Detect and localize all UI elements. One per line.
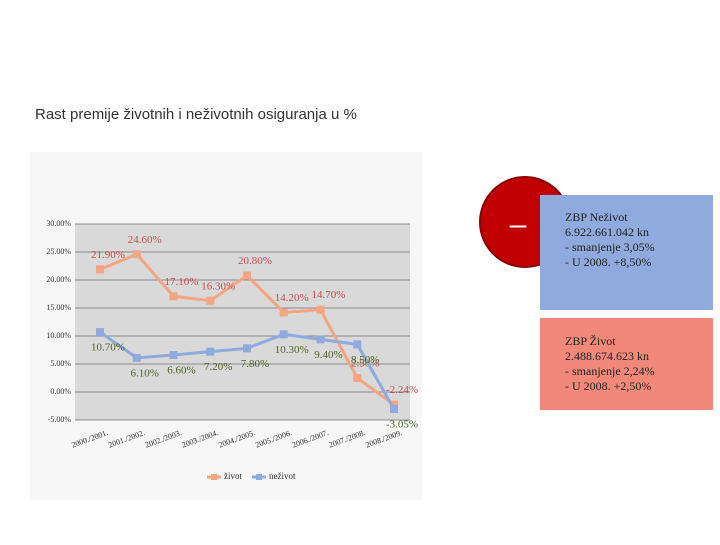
marker	[243, 271, 251, 280]
data-label: 17.10%	[165, 276, 199, 288]
data-label: 6.60%	[167, 365, 195, 377]
info-line: - smanjenje 2,24%	[565, 364, 655, 378]
y-tick-label: 25.00%	[46, 247, 71, 256]
y-tick-label: 5.00%	[50, 359, 71, 368]
marker	[132, 250, 141, 259]
info-line: - U 2008. +2,50%	[565, 379, 651, 393]
y-tick-label: 15.00%	[46, 303, 71, 312]
data-label: 2.50%	[351, 358, 379, 370]
info-line: - U 2008. +8,50%	[565, 255, 651, 269]
marker	[316, 305, 325, 314]
y-tick-label: 0.00%	[50, 387, 71, 396]
marker	[279, 308, 288, 317]
data-label: 14.20%	[275, 292, 309, 304]
marker	[353, 374, 362, 382]
data-label: 10.30%	[275, 344, 309, 356]
data-label: 6.10%	[131, 367, 159, 379]
y-tick-label: 20.00%	[46, 275, 71, 284]
info-line: 2.488.674.623 kn	[565, 349, 649, 363]
data-label: 16.30%	[201, 280, 235, 292]
marker	[206, 347, 215, 356]
y-tick-label: 30.00%	[46, 219, 71, 228]
info-line: ZBP Život	[565, 334, 616, 348]
info-line: 6.922.661.042 kn	[565, 225, 649, 239]
marker	[243, 344, 251, 353]
plot-area	[75, 224, 410, 420]
legend-marker	[256, 474, 262, 480]
info-box	[540, 195, 713, 310]
marker	[132, 353, 141, 362]
data-label: 7.80%	[241, 358, 269, 370]
data-label: 9.40%	[314, 349, 342, 361]
marker	[96, 328, 104, 337]
info-line: ZBP Neživot	[565, 210, 628, 224]
data-label: 14.70%	[312, 289, 346, 301]
data-label: 10.70%	[91, 342, 125, 354]
legend-label: neživot	[269, 471, 296, 481]
legend-label: život	[224, 471, 242, 481]
y-tick-label: -5.00%	[48, 415, 72, 424]
info-box	[540, 318, 713, 410]
marker	[169, 292, 178, 301]
marker	[390, 400, 398, 409]
slide-title: Rast premije životnih i neživotnih osigu…	[35, 106, 357, 123]
circle-text: –	[510, 208, 527, 241]
data-label: 8.50%	[351, 354, 379, 366]
marker	[96, 265, 104, 274]
data-label: 24.60%	[128, 234, 162, 246]
marker	[353, 340, 362, 349]
data-label: 20.80%	[238, 255, 272, 267]
data-label: -3.05%	[386, 419, 418, 431]
marker	[390, 405, 398, 414]
marker	[169, 351, 178, 360]
data-label: 21.90%	[91, 249, 125, 261]
y-tick-label: 10.00%	[46, 331, 71, 340]
marker	[316, 335, 325, 344]
marker	[279, 330, 288, 339]
info-line: - smanjenje 3,05%	[565, 240, 655, 254]
legend-marker	[211, 474, 217, 480]
data-label: 7.20%	[204, 361, 232, 373]
data-label: -2.24%	[386, 384, 418, 396]
marker	[206, 296, 215, 305]
